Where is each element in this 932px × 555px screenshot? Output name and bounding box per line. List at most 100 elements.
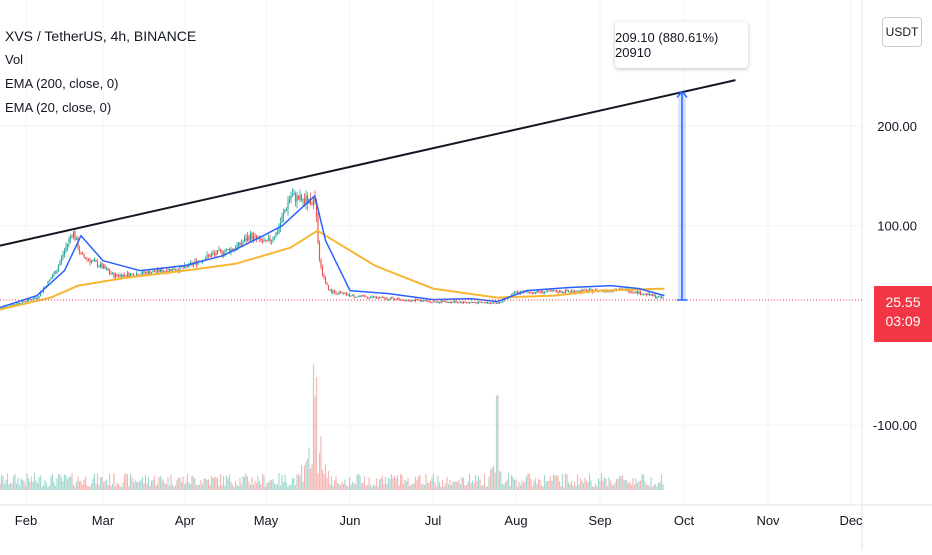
volume-bar <box>464 485 466 490</box>
candle-body <box>659 296 661 298</box>
volume-bar <box>12 476 15 490</box>
candle-body <box>144 272 147 274</box>
volume-bar <box>290 484 292 490</box>
volume-bar <box>47 486 49 490</box>
volume-bar <box>312 364 315 490</box>
volume-bar <box>462 477 465 490</box>
volume-bar <box>161 478 163 490</box>
volume-bar <box>194 478 196 490</box>
volume-bar <box>62 481 64 490</box>
legend-ema20[interactable]: EMA (20, close, 0) <box>5 100 112 115</box>
candle-body <box>353 294 355 297</box>
volume-bar <box>617 478 619 490</box>
candle-body <box>392 297 394 299</box>
ema200-line <box>0 229 665 311</box>
candle-body <box>479 301 481 303</box>
volume-bar <box>354 484 357 490</box>
volume-bar <box>177 477 180 490</box>
candle-body <box>326 283 328 286</box>
volume-bar <box>3 483 6 490</box>
volume-bar <box>582 483 585 490</box>
volume-bar <box>48 485 51 490</box>
volume-bar <box>422 483 424 490</box>
candle-body <box>426 300 429 302</box>
candle-body <box>62 254 64 257</box>
candle-body <box>389 298 391 300</box>
candle-body <box>272 238 274 240</box>
symbol-title[interactable]: XVS / TetherUS, 4h, BINANCE <box>5 28 197 44</box>
candle-body <box>89 260 91 263</box>
candle-body <box>246 236 249 241</box>
volume-bar <box>608 477 610 490</box>
volume-bar <box>395 478 397 490</box>
legend-vol[interactable]: Vol <box>5 52 24 67</box>
volume-bar <box>258 481 261 490</box>
candle-body <box>260 237 262 241</box>
volume-bar <box>296 474 298 490</box>
candle-body <box>159 269 162 273</box>
volume-bar <box>234 481 237 490</box>
candle-body <box>344 293 346 295</box>
volume-bar <box>95 484 97 490</box>
candle-body <box>425 300 427 302</box>
volume-bar <box>452 481 454 490</box>
currency-button[interactable]: USDT <box>882 17 922 47</box>
volume-bar <box>471 480 474 490</box>
candle-body <box>80 252 82 254</box>
candle-body <box>572 290 574 292</box>
candle-body <box>210 254 213 258</box>
volume-bar <box>192 476 195 490</box>
candle-body <box>230 248 232 253</box>
volume-bar <box>285 482 288 490</box>
volume-bar <box>191 475 193 490</box>
volume-bar <box>209 485 211 490</box>
volume-bar <box>338 483 340 490</box>
candle-body <box>245 238 247 241</box>
volume-bar <box>371 486 373 490</box>
candle-body <box>321 266 324 275</box>
candle-body <box>131 273 133 275</box>
candle-body <box>222 254 225 256</box>
candle-body <box>383 297 385 299</box>
volume-bar <box>284 474 286 490</box>
candle-body <box>645 293 648 296</box>
candle-body <box>83 253 85 258</box>
volume-bar <box>359 475 361 490</box>
legend-ema200[interactable]: EMA (200, close, 0) <box>5 76 119 91</box>
candle-body <box>78 248 81 253</box>
volume-bar <box>288 484 291 490</box>
candle-body <box>465 302 468 304</box>
candle-body <box>215 253 217 255</box>
volume-bar <box>204 478 207 490</box>
volume-bar <box>476 480 478 490</box>
volume-bar <box>203 478 205 490</box>
volume-bar <box>134 479 136 490</box>
candle-body <box>269 237 271 242</box>
volume-bar <box>375 478 378 490</box>
volume-bar <box>642 474 645 490</box>
volume-bar <box>128 486 130 490</box>
candle-body <box>444 300 447 303</box>
candle-body <box>461 301 463 303</box>
candle-body <box>251 233 253 240</box>
candle-body <box>377 297 379 299</box>
volume-bar <box>213 476 216 490</box>
candle-body <box>650 294 652 296</box>
candle-body <box>72 231 75 237</box>
candle-body <box>122 274 124 278</box>
candle-body <box>414 299 417 302</box>
candle-body <box>102 265 105 269</box>
volume-bar <box>66 479 69 490</box>
volume-bar <box>468 473 471 490</box>
volume-bar <box>480 485 483 490</box>
x-tick-label: Oct <box>674 513 695 528</box>
volume-bar <box>294 485 297 490</box>
volume-bar <box>461 477 463 490</box>
measure-arrowhead <box>676 90 688 98</box>
volume-bar <box>333 480 336 490</box>
candle-body <box>651 294 654 297</box>
candle-body <box>533 292 535 294</box>
candle-body <box>351 294 354 296</box>
